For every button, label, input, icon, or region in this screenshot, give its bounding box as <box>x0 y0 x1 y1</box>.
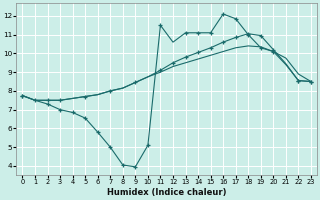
X-axis label: Humidex (Indice chaleur): Humidex (Indice chaleur) <box>107 188 227 197</box>
